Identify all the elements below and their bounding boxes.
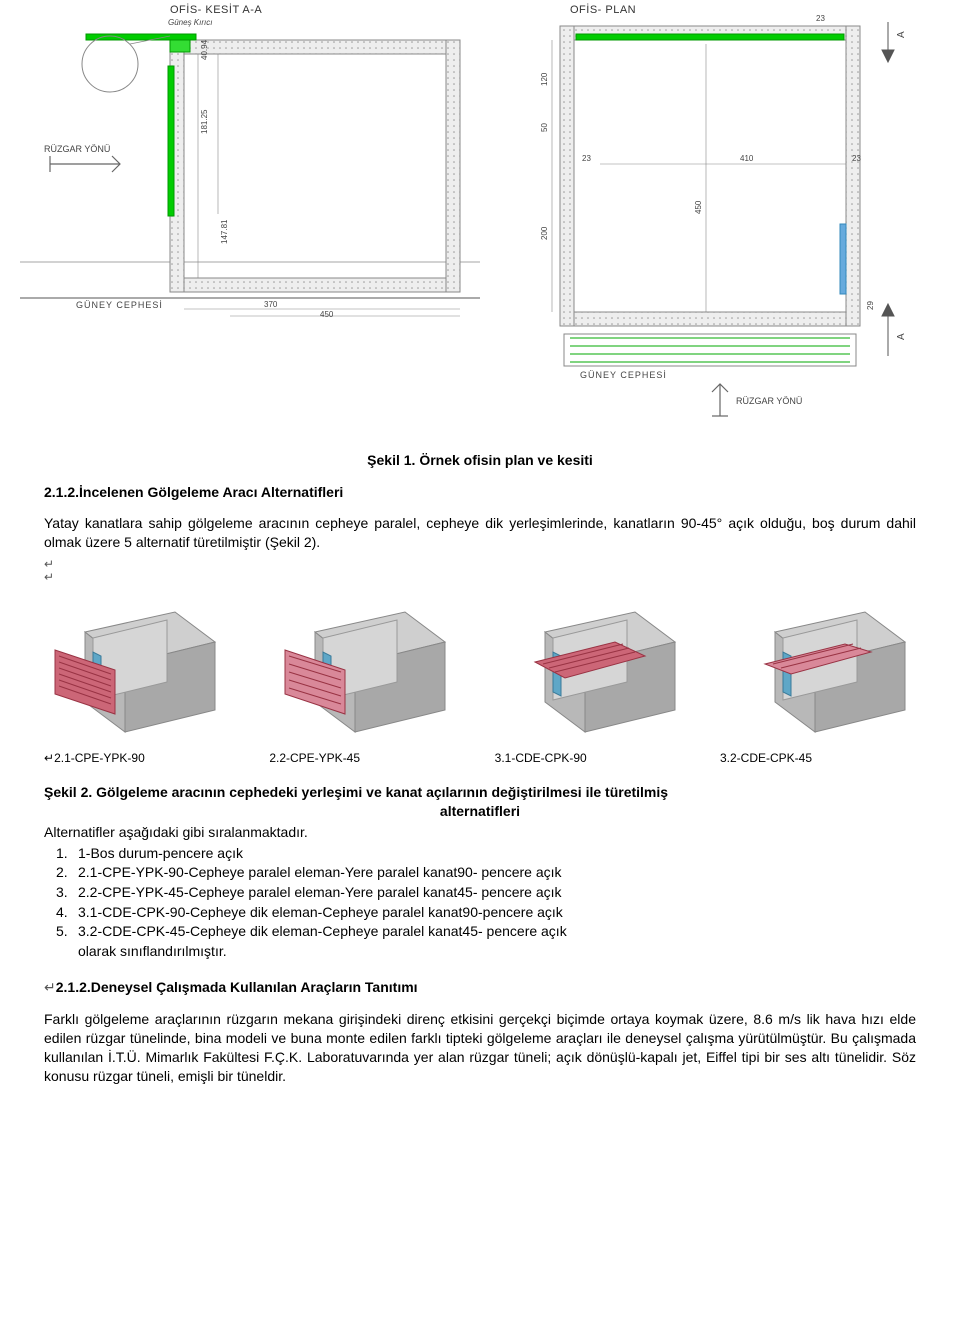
- list-num: 3.: [56, 883, 78, 903]
- return-mark-3: ↵: [44, 979, 56, 995]
- iso-row: [0, 592, 960, 745]
- figure2-caption-bold: Şekil 2. Gölgeleme aracının cephedeki ye…: [44, 784, 668, 800]
- section-212-para: Yatay kanatlara sahip gölgeleme aracının…: [44, 514, 916, 552]
- figure1-caption: Şekil 1. Örnek ofisin plan ve kesiti: [0, 452, 960, 468]
- iso-label-2: 2.2-CPE-YPK-45: [269, 751, 479, 765]
- figure-1-drawings: OFİS- KESİT A-A Güneş Kırıcı: [0, 0, 960, 434]
- section-wind-label: RÜZGAR YÖNÜ: [44, 144, 110, 154]
- plan-dim-ch: 450: [694, 201, 703, 214]
- iso-label-4: 3.2-CDE-CPK-45: [720, 751, 930, 765]
- plan-dim-cw: 410: [740, 154, 753, 163]
- plan-south-label: GÜNEY CEPHESİ: [580, 370, 667, 380]
- figure2-caption-l2: alternatifleri: [44, 802, 916, 821]
- list-text: 1-Bos durum-pencere açık: [78, 844, 243, 864]
- dim-d5: 450: [320, 310, 333, 319]
- iso-code-1: 2.1-CPE-YPK-90: [54, 751, 145, 765]
- plan-dim-l3: 200: [540, 227, 549, 240]
- iso-label-3: 3.1-CDE-CPK-90: [495, 751, 705, 765]
- plan-dim-top1: 23: [816, 14, 825, 23]
- iso-3: [490, 592, 700, 745]
- list-num: 4.: [56, 903, 78, 923]
- section-212-heading: 2.1.2.İncelenen Gölgeleme Aracı Alternat…: [44, 484, 916, 500]
- plan-marker-a-top: A: [896, 31, 907, 38]
- list-num: 2.: [56, 863, 78, 883]
- alternatives-list: 1.1-Bos durum-pencere açık 2.2.1-CPE-YPK…: [0, 844, 960, 962]
- iso-4: [720, 592, 930, 745]
- list-text: 2.2-CPE-YPK-45-Cepheye paralel eleman-Ye…: [78, 883, 562, 903]
- figure2-caption-bold2: alternatifleri: [440, 803, 520, 819]
- list-text: 3.2-CDE-CPK-45-Cepheye dik eleman-Cephey…: [78, 922, 567, 942]
- dim-d4: 370: [264, 300, 277, 309]
- section-213-heading-text: 2.1.2.Deneysel Çalışmada Kullanılan Araç…: [56, 979, 418, 995]
- list-item: 4.3.1-CDE-CPK-90-Cepheye dik eleman-Ceph…: [56, 903, 960, 923]
- section-213-para: Farklı gölgeleme araçlarının rüzgarın me…: [44, 1010, 916, 1086]
- section-213-heading: ↵2.1.2.Deneysel Çalışmada Kullanılan Ara…: [44, 979, 916, 996]
- plan-dim-rw: 23: [852, 154, 861, 163]
- list-item: 3.2.2-CPE-YPK-45-Cepheye paralel eleman-…: [56, 883, 960, 903]
- figure2-caption-l1: Şekil 2. Gölgeleme aracının cephedeki ye…: [44, 783, 916, 802]
- list-item: 2.2.1-CPE-YPK-90-Cepheye paralel eleman-…: [56, 863, 960, 883]
- plan-wind-label: RÜZGAR YÖNÜ: [736, 396, 802, 406]
- return-mark-1: ↵: [0, 558, 960, 571]
- list-item: 5.3.2-CDE-CPK-45-Cepheye dik eleman-Ceph…: [56, 922, 960, 942]
- plan-dim-l2: 50: [540, 123, 549, 132]
- plan-dim-l1: 120: [540, 73, 549, 86]
- dim-d3: 147.81: [220, 220, 229, 244]
- iso-2: [260, 592, 470, 745]
- plan-dim-bot: 29: [866, 301, 875, 310]
- list-tail: olarak sınıflandırılmıştır.: [56, 942, 960, 962]
- iso-label-1: ↵2.1-CPE-YPK-90: [44, 751, 254, 765]
- iso-label-row: ↵2.1-CPE-YPK-90 2.2-CPE-YPK-45 3.1-CDE-C…: [0, 751, 960, 765]
- section-svg: [20, 4, 480, 324]
- plan-drawing: OFİS- PLAN: [490, 4, 930, 424]
- alt-intro: Alternatifler aşağıdaki gibi sıralanmakt…: [44, 823, 916, 842]
- return-mark-iso: ↵: [44, 751, 54, 765]
- list-text: 2.1-CPE-YPK-90-Cepheye paralel eleman-Ye…: [78, 863, 562, 883]
- dim-d2: 181.25: [200, 110, 209, 134]
- dim-d1: 40.94: [200, 40, 209, 60]
- section-south-label: GÜNEY CEPHESİ: [76, 300, 163, 310]
- plan-title: OFİS- PLAN: [570, 4, 636, 16]
- return-mark-2: ↵: [0, 571, 960, 584]
- section-subtitle: Güneş Kırıcı: [168, 18, 212, 27]
- plan-dim-rw2: 23: [582, 154, 591, 163]
- list-num: 1.: [56, 844, 78, 864]
- iso-1: [30, 592, 240, 745]
- list-num: 5.: [56, 922, 78, 942]
- section-title: OFİS- KESİT A-A: [170, 4, 262, 16]
- plan-svg: [490, 4, 930, 424]
- section-drawing: OFİS- KESİT A-A Güneş Kırıcı: [20, 4, 480, 324]
- list-item: 1.1-Bos durum-pencere açık: [56, 844, 960, 864]
- list-text: 3.1-CDE-CPK-90-Cepheye dik eleman-Cephey…: [78, 903, 563, 923]
- plan-marker-a-bot: A: [896, 333, 907, 340]
